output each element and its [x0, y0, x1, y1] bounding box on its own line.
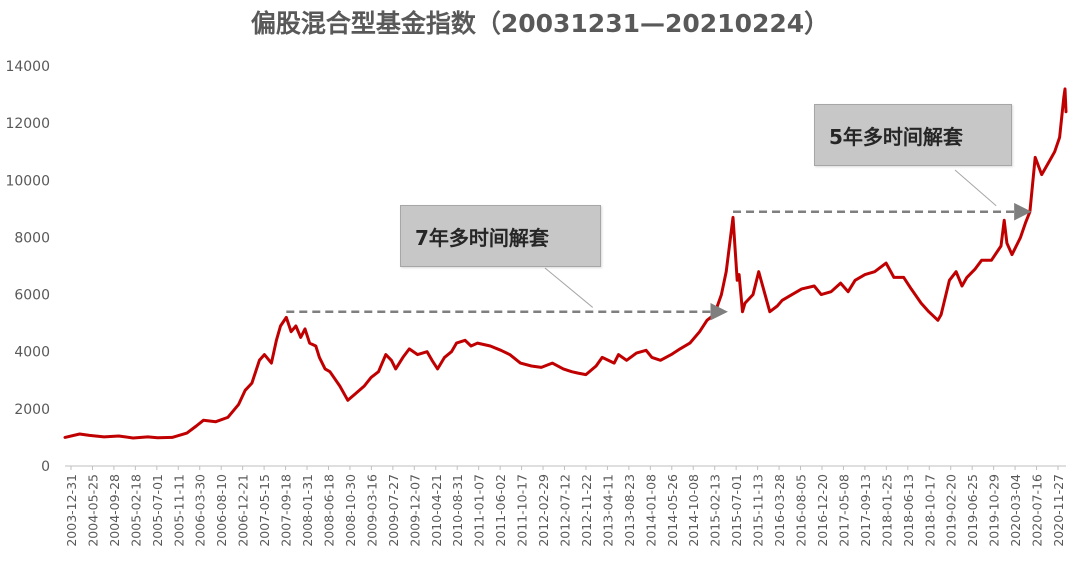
x-tick-label: 2007-09-18 [279, 474, 294, 547]
x-tick-label: 2020-11-27 [1051, 474, 1066, 547]
x-tick-label: 2015-02-13 [708, 474, 723, 547]
x-tick-label: 2003-12-31 [64, 474, 79, 547]
y-tick-label: 14000 [5, 59, 50, 75]
x-tick-label: 2013-08-23 [622, 474, 637, 547]
x-tick-label: 2010-08-31 [450, 474, 465, 547]
x-tick-label: 2004-05-25 [85, 474, 100, 547]
x-tick-label: 2006-08-10 [214, 474, 229, 547]
x-tick-label: 2009-03-16 [364, 474, 379, 547]
x-tick-label: 2017-09-13 [858, 474, 873, 547]
x-tick-label: 2008-06-18 [321, 474, 336, 547]
y-tick-label: 8000 [14, 230, 50, 246]
x-tick-label: 2018-10-17 [922, 474, 937, 547]
x-tick-label: 2020-07-16 [1030, 474, 1045, 547]
x-tick-label: 2018-06-13 [901, 474, 916, 547]
x-tick-label: 2014-05-26 [665, 474, 680, 547]
x-tick-label: 2018-01-25 [879, 474, 894, 547]
x-tick-label: 2005-11-11 [171, 474, 186, 547]
annotation-box-2: 5年多时间解套 [814, 104, 1012, 166]
series-line [63, 87, 1068, 440]
x-tick-label: 2016-12-20 [815, 474, 830, 547]
y-tick-label: 0 [41, 459, 50, 475]
x-tick-label: 2004-09-28 [107, 474, 122, 547]
y-tick-label: 10000 [5, 173, 50, 189]
y-tick-label: 2000 [14, 402, 50, 418]
y-tick-label: 12000 [5, 116, 50, 132]
y-tick-label: 4000 [14, 345, 50, 361]
x-tick-label: 2005-02-18 [128, 474, 143, 547]
x-tick-label: 2014-01-08 [643, 474, 658, 547]
annotation-pointer-2 [954, 169, 997, 207]
annotation-pointer-1 [544, 267, 594, 308]
x-tick-label: 2020-03-04 [1008, 474, 1023, 547]
x-tick-label: 2010-04-21 [429, 474, 444, 547]
x-tick-label: 2017-05-08 [836, 474, 851, 547]
x-tick-label: 2009-07-27 [386, 474, 401, 547]
annotation-box-1: 7年多时间解套 [400, 205, 601, 267]
x-tick-label: 2007-05-15 [257, 474, 272, 547]
x-tick-label: 2011-10-17 [515, 474, 530, 547]
x-tick-label: 2006-12-21 [236, 474, 251, 547]
chart-title: 偏股混合型基金指数（20031231—20210224） [250, 9, 830, 38]
x-tick-label: 2012-11-22 [579, 474, 594, 547]
x-tick-label: 2006-03-30 [193, 474, 208, 547]
x-tick-label: 2019-06-25 [965, 474, 980, 547]
x-tick-label: 2013-04-11 [600, 474, 615, 547]
x-tick-label: 2012-07-12 [558, 474, 573, 547]
x-tick-label: 2014-10-08 [686, 474, 701, 547]
x-tick-label: 2016-08-05 [794, 474, 809, 547]
x-tick-label: 2012-02-29 [536, 474, 551, 547]
x-tick-label: 2015-11-13 [751, 474, 766, 547]
x-tick-label: 2008-10-30 [343, 474, 358, 547]
x-tick-label: 2015-07-01 [729, 474, 744, 547]
x-tick-label: 2019-10-29 [987, 474, 1002, 547]
x-tick-label: 2016-03-28 [772, 474, 787, 547]
x-tick-label: 2009-12-07 [407, 474, 422, 547]
x-tick-label: 2011-01-07 [472, 474, 487, 547]
x-tick-label: 2011-06-02 [493, 474, 508, 547]
x-tick-label: 2005-07-01 [150, 474, 165, 547]
x-tick-label: 2008-01-31 [300, 474, 315, 547]
y-tick-label: 6000 [14, 288, 50, 304]
x-tick-label: 2019-02-20 [944, 474, 959, 547]
